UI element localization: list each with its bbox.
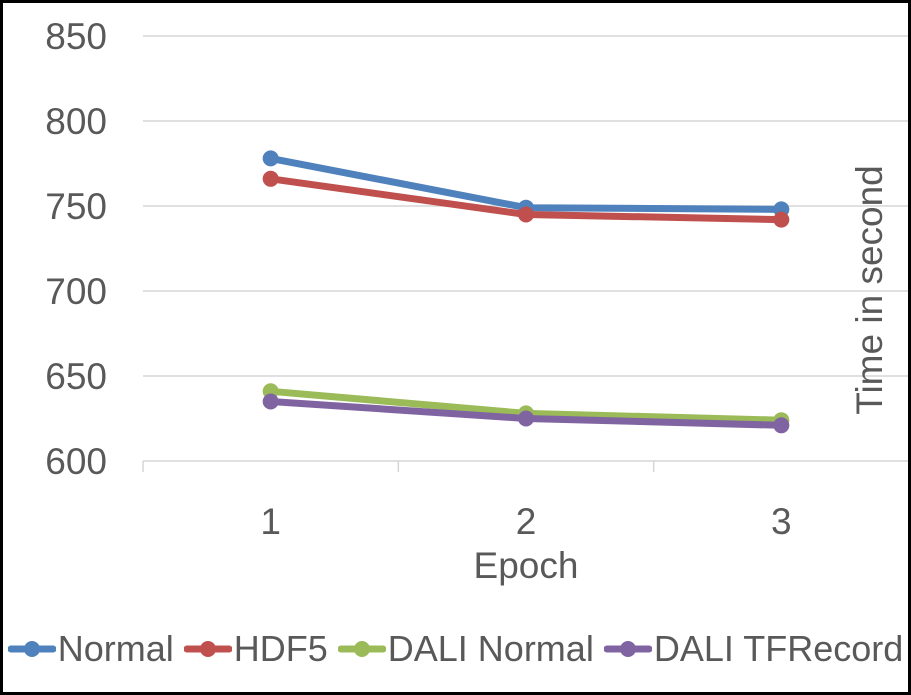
series-dali-tfrecord [262,393,790,434]
legend-marker-dali-normal [337,641,386,657]
data-point-dali-tfrecord [518,410,534,427]
data-point-hdf5 [518,206,534,223]
legend-label-dali-tfrecord: DALI TFRecord [653,628,904,669]
data-point-hdf5 [262,170,279,187]
legend-item-normal: Normal [7,628,174,669]
x-tick-label: 1 [260,501,281,542]
x-tick-label: 3 [771,501,792,542]
x-axis-title: Epoch [474,545,579,586]
y-tick-label: 650 [45,356,107,397]
x-axis-labels: 1 2 3 [260,501,791,542]
data-point-dali-tfrecord [773,417,790,434]
legend-label-dali-normal: DALI Normal [387,628,594,669]
chart-legend: Normal HDF5 DALI Normal DALI TFRecord [3,619,908,679]
legend-marker-hdf5 [183,641,232,657]
legend-label-hdf5: HDF5 [233,628,328,669]
legend-label-normal: Normal [57,628,174,669]
data-point-normal [262,150,279,167]
y-tick-label: 700 [45,271,107,312]
y-tick-label: 750 [45,186,107,227]
y-axis-labels: 600 650 700 750 800 850 [45,16,107,482]
x-tick-label: 2 [516,501,537,542]
legend-marker-normal [7,641,56,657]
legend-item-dali-normal: DALI Normal [337,628,594,669]
x-axis-ticks [142,461,655,472]
legend-item-hdf5: HDF5 [183,628,328,669]
y-tick-label: 800 [45,101,107,142]
series-hdf5 [262,170,790,228]
gridlines [143,35,908,462]
data-point-dali-tfrecord [262,393,279,410]
y-tick-label: 850 [45,16,107,57]
chart-svg: 600 650 700 750 800 850 1 2 3 Epoch Time in sec… [45,16,908,586]
legend-marker-dali-tfrecord [603,641,652,657]
y-axis-title: Time in second [849,165,890,415]
data-point-hdf5 [773,211,790,228]
series-group [262,150,790,434]
legend-item-dali-tfrecord: DALI TFRecord [603,628,904,669]
y-tick-label: 600 [45,441,107,482]
